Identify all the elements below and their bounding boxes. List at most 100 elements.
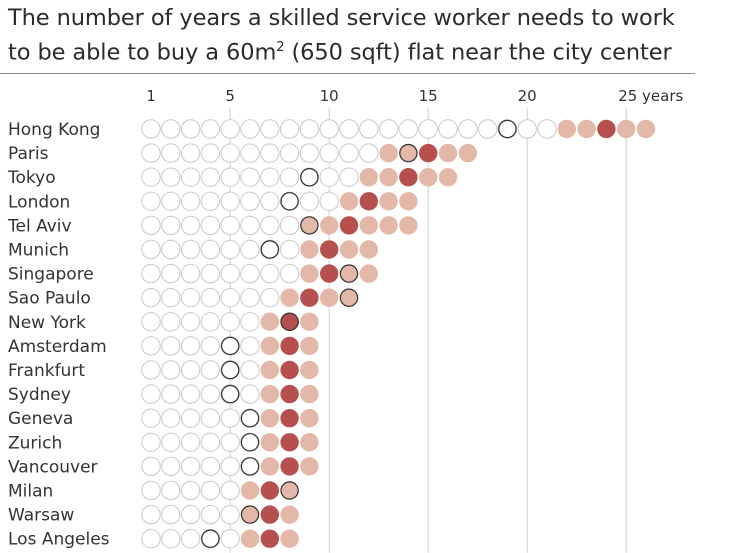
city-label: Los Angeles bbox=[8, 530, 110, 550]
empty-dot bbox=[260, 215, 280, 236]
city-label: Geneva bbox=[8, 409, 73, 429]
x-tick-label-20: 20 bbox=[518, 87, 537, 105]
empty-dot bbox=[418, 119, 438, 139]
empty-dot bbox=[200, 239, 221, 260]
median-dot bbox=[280, 433, 299, 452]
empty-dot bbox=[161, 263, 181, 284]
empty-dot bbox=[299, 119, 320, 139]
median-dot bbox=[399, 168, 418, 187]
median-dot bbox=[280, 336, 299, 356]
range-dot bbox=[359, 168, 378, 187]
empty-dot bbox=[141, 360, 161, 380]
marker-dot bbox=[300, 167, 319, 187]
x-tick-label-5: 5 bbox=[225, 87, 235, 105]
range-dot bbox=[300, 409, 319, 428]
range-dot bbox=[320, 216, 339, 235]
range-dot bbox=[339, 240, 359, 259]
empty-dot bbox=[319, 191, 339, 212]
empty-dot bbox=[180, 480, 201, 501]
empty-dot bbox=[279, 263, 300, 284]
median-dot bbox=[260, 481, 279, 500]
marker-dot bbox=[280, 192, 299, 211]
empty-dot bbox=[220, 456, 240, 477]
empty-dot bbox=[161, 239, 181, 260]
empty-dot bbox=[200, 215, 221, 236]
x-axis-ticks: 1 5 10 15 20 25 years bbox=[146, 87, 683, 105]
empty-dot bbox=[319, 143, 339, 163]
city-label: Amsterdam bbox=[8, 337, 107, 357]
empty-dot bbox=[161, 215, 181, 236]
empty-dot bbox=[339, 143, 359, 163]
empty-dot bbox=[161, 384, 181, 404]
empty-dot bbox=[220, 312, 240, 332]
empty-dot bbox=[161, 408, 181, 428]
empty-dot bbox=[537, 119, 557, 139]
empty-dot bbox=[438, 119, 458, 139]
row-warsaw: Warsaw bbox=[8, 504, 299, 526]
marker-dot bbox=[260, 240, 279, 259]
range-dot bbox=[379, 168, 398, 187]
marker-dot bbox=[399, 143, 418, 163]
median-dot bbox=[320, 240, 339, 259]
row-frankfurt: Frankfurt bbox=[8, 360, 319, 381]
row-paris: Paris bbox=[8, 143, 477, 164]
empty-dot bbox=[220, 143, 240, 163]
range-dot bbox=[240, 481, 260, 500]
empty-dot bbox=[279, 143, 300, 163]
empty-dot bbox=[220, 263, 240, 284]
empty-dot bbox=[240, 143, 260, 163]
empty-dot bbox=[161, 360, 181, 380]
range-dot bbox=[280, 288, 299, 307]
city-label: New York bbox=[8, 313, 86, 333]
range-dot bbox=[458, 143, 477, 163]
median-dot bbox=[260, 505, 279, 524]
median-dot bbox=[359, 192, 378, 211]
empty-dot bbox=[458, 119, 478, 139]
city-label: Tokyo bbox=[7, 168, 56, 188]
city-label: Vancouver bbox=[8, 457, 98, 477]
empty-dot bbox=[240, 288, 260, 308]
empty-dot bbox=[161, 432, 181, 452]
city-label: London bbox=[8, 192, 70, 212]
empty-dot bbox=[200, 360, 221, 380]
marker-dot bbox=[220, 336, 240, 356]
range-dot bbox=[617, 119, 636, 139]
empty-dot bbox=[200, 263, 221, 284]
empty-dot bbox=[240, 191, 260, 212]
empty-dot bbox=[279, 119, 300, 139]
empty-dot bbox=[180, 360, 201, 380]
median-dot bbox=[300, 288, 319, 307]
empty-dot bbox=[161, 288, 181, 308]
row-amsterdam: Amsterdam bbox=[8, 336, 319, 357]
median-dot bbox=[280, 384, 299, 404]
empty-dot bbox=[279, 215, 300, 236]
empty-dot bbox=[299, 191, 320, 212]
range-dot bbox=[300, 264, 319, 283]
empty-dot bbox=[141, 191, 161, 212]
median-dot bbox=[320, 264, 339, 283]
median-dot bbox=[339, 216, 359, 235]
empty-dot bbox=[141, 119, 161, 139]
empty-dot bbox=[141, 167, 161, 187]
range-dot bbox=[359, 264, 378, 283]
empty-dot bbox=[180, 239, 201, 260]
empty-dot bbox=[398, 119, 419, 139]
empty-dot bbox=[240, 215, 260, 236]
empty-dot bbox=[220, 529, 240, 549]
empty-dot bbox=[180, 215, 201, 236]
empty-dot bbox=[161, 336, 181, 356]
median-dot bbox=[280, 409, 299, 428]
empty-dot bbox=[180, 312, 201, 332]
empty-dot bbox=[200, 432, 221, 452]
range-dot bbox=[379, 192, 398, 211]
range-dot bbox=[300, 336, 319, 356]
marker-dot bbox=[498, 119, 517, 139]
empty-dot bbox=[240, 239, 260, 260]
range-dot bbox=[300, 312, 319, 331]
range-dot bbox=[260, 433, 279, 452]
marker-dot bbox=[240, 409, 260, 428]
empty-dot bbox=[141, 480, 161, 501]
empty-dot bbox=[200, 312, 221, 332]
empty-dot bbox=[141, 408, 161, 428]
range-dot bbox=[300, 360, 319, 380]
